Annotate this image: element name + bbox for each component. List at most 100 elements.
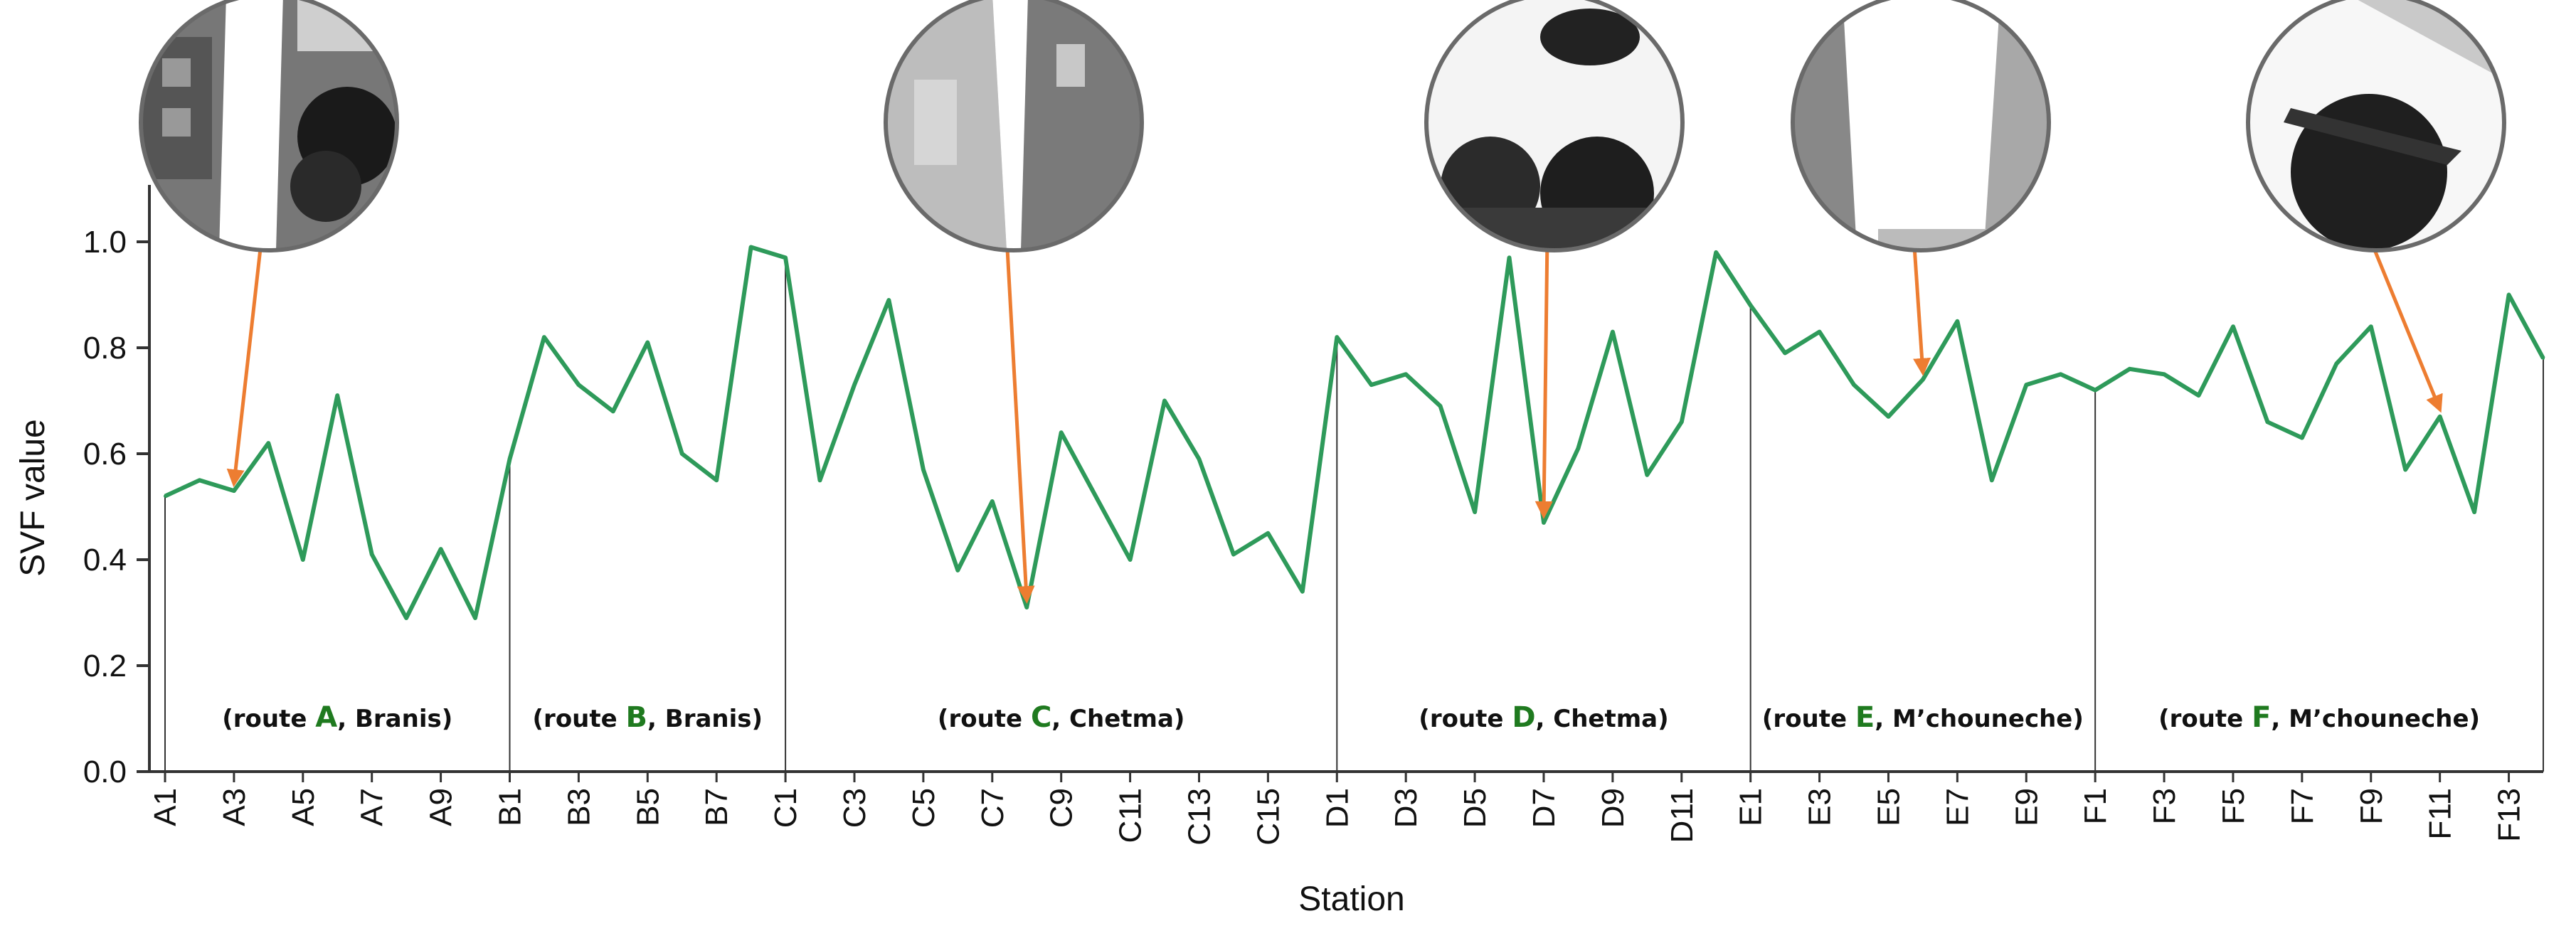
fisheye-photo-route-d-arrow bbox=[1535, 235, 1553, 519]
y-tick-label: 0.4 bbox=[83, 543, 127, 577]
route-label-prefix: (route bbox=[1762, 705, 1855, 733]
route-label-suffix: , M’chouneche) bbox=[2271, 705, 2480, 733]
svf-data-point bbox=[887, 298, 891, 302]
x-tick-label: D1 bbox=[1320, 788, 1355, 828]
x-tick-label: C3 bbox=[837, 788, 872, 828]
svf-data-point bbox=[1231, 553, 1235, 556]
svf-data-point bbox=[2163, 373, 2166, 376]
svf-data-point bbox=[749, 245, 753, 249]
route-label: (route E, M’chouneche) bbox=[1762, 701, 2084, 734]
svf-data-point bbox=[439, 548, 442, 551]
svf-data-point bbox=[680, 452, 684, 455]
x-tick-label: A3 bbox=[217, 788, 252, 826]
x-tick-label: D5 bbox=[1458, 788, 1493, 828]
svf-data-point bbox=[1300, 590, 1304, 593]
x-tick-label: A7 bbox=[355, 788, 390, 826]
svf-data-point bbox=[1611, 330, 1614, 334]
x-tick-label: B3 bbox=[561, 788, 596, 826]
svf-data-point bbox=[1921, 378, 1924, 381]
x-ticks: A1 A3 A5 A7 A9 B1 B3 B5 B7 C1 C3 C5 C7 C9 C11 C13 C15 D1 D… bbox=[148, 772, 2527, 846]
x-tick-label: F7 bbox=[2285, 788, 2320, 824]
svf-data-point bbox=[1887, 415, 1890, 418]
svf-data-point bbox=[2266, 420, 2269, 424]
svf-data-point bbox=[1025, 606, 1029, 609]
y-axis-title: SVF value bbox=[14, 419, 52, 576]
route-label-suffix: , M’chouneche) bbox=[1875, 705, 2084, 733]
svf-data-point bbox=[1404, 373, 1408, 376]
x-tick-label: F9 bbox=[2354, 788, 2389, 824]
svf-data-point bbox=[852, 383, 856, 387]
svf-data-point bbox=[301, 558, 304, 561]
x-tick-label: F3 bbox=[2147, 788, 2182, 824]
svf-data-point bbox=[2197, 394, 2200, 398]
route-label-letter: D bbox=[1512, 701, 1535, 734]
svf-data-point bbox=[508, 457, 512, 461]
x-tick-label: F5 bbox=[2216, 788, 2251, 824]
svf-data-point bbox=[370, 553, 373, 556]
svf-data-point bbox=[784, 256, 788, 260]
x-tick-label: C7 bbox=[975, 788, 1010, 828]
svf-data-point bbox=[2128, 367, 2131, 371]
svf-data-point bbox=[1783, 351, 1787, 355]
route-label-suffix: , Branis) bbox=[337, 705, 452, 733]
fisheye-photo-route-a-arrow bbox=[226, 235, 264, 488]
x-tick-label: C1 bbox=[768, 788, 803, 828]
svf-data-point bbox=[336, 394, 339, 398]
svf-data-point bbox=[921, 468, 925, 472]
y-tick-label: 1.0 bbox=[83, 225, 127, 260]
svf-data-point bbox=[1128, 558, 1132, 561]
y-tick-label: 0.8 bbox=[83, 331, 127, 366]
x-tick-label: C15 bbox=[1251, 788, 1286, 846]
route-label-letter: E bbox=[1855, 701, 1875, 734]
svf-data-point bbox=[1680, 420, 1683, 424]
y-ticks: 0.0 0.2 0.4 0.6 0.8 1.0 bbox=[83, 225, 149, 789]
svf-data-point bbox=[1369, 383, 1373, 387]
x-tick-label: C11 bbox=[1113, 788, 1148, 843]
y-tick-label: 0.6 bbox=[83, 437, 127, 472]
fisheye-photo-route-f-rim bbox=[2246, 0, 2506, 252]
route-label-prefix: (route bbox=[2158, 705, 2252, 733]
x-tick-label: F1 bbox=[2078, 788, 2113, 824]
fisheye-photo-route-c-arrow bbox=[1005, 235, 1035, 604]
route-label: (route D, Chetma) bbox=[1419, 701, 1668, 734]
svf-data-point bbox=[198, 479, 201, 482]
y-tick-label: 0.0 bbox=[83, 755, 127, 789]
x-tick-label: C13 bbox=[1182, 788, 1217, 846]
fisheye-photo-route-c-rim bbox=[884, 0, 1144, 252]
y-tick-label: 0.2 bbox=[83, 649, 127, 683]
svf-data-point bbox=[1473, 510, 1477, 513]
svf-data-point bbox=[1335, 336, 1339, 339]
svf-data-point bbox=[1507, 256, 1511, 260]
svf-data-point bbox=[1163, 399, 1167, 403]
annotation-arrows bbox=[226, 235, 2443, 604]
svf-data-point bbox=[405, 616, 408, 619]
route-label-prefix: (route bbox=[1419, 705, 1512, 733]
route-label: (route A, Branis) bbox=[222, 701, 452, 734]
svf-data-point bbox=[267, 442, 270, 445]
route-label-letter: A bbox=[315, 701, 337, 734]
fisheye-photo-route-e-arrow bbox=[1912, 235, 1931, 376]
x-tick-label: F11 bbox=[2423, 788, 2458, 840]
svf-data-point bbox=[1438, 404, 1442, 407]
svf-data-point bbox=[818, 479, 822, 482]
svf-data-point bbox=[1956, 319, 1959, 323]
x-tick-label: A5 bbox=[286, 788, 321, 826]
svf-data-point bbox=[1714, 250, 1718, 254]
x-tick-label: D11 bbox=[1665, 788, 1700, 843]
svf-data-point bbox=[2438, 415, 2442, 418]
svf-data-point bbox=[646, 341, 650, 344]
x-tick-label: A1 bbox=[148, 788, 183, 826]
svf-data-point bbox=[2404, 468, 2407, 472]
x-tick-label: F13 bbox=[2492, 788, 2527, 842]
fisheye-photo-route-e-rim bbox=[1791, 0, 2051, 252]
svf-data-point bbox=[611, 410, 615, 413]
svf-data-point bbox=[956, 568, 960, 572]
fisheye-photo-route-f bbox=[2246, 0, 2506, 252]
x-tick-label: B5 bbox=[630, 788, 665, 826]
route-label-prefix: (route bbox=[938, 705, 1031, 733]
svf-data-point bbox=[1818, 330, 1821, 334]
x-tick-label: E5 bbox=[1871, 788, 1906, 826]
fisheye-photo-route-d bbox=[1424, 0, 1685, 252]
svf-data-point bbox=[1645, 473, 1649, 476]
